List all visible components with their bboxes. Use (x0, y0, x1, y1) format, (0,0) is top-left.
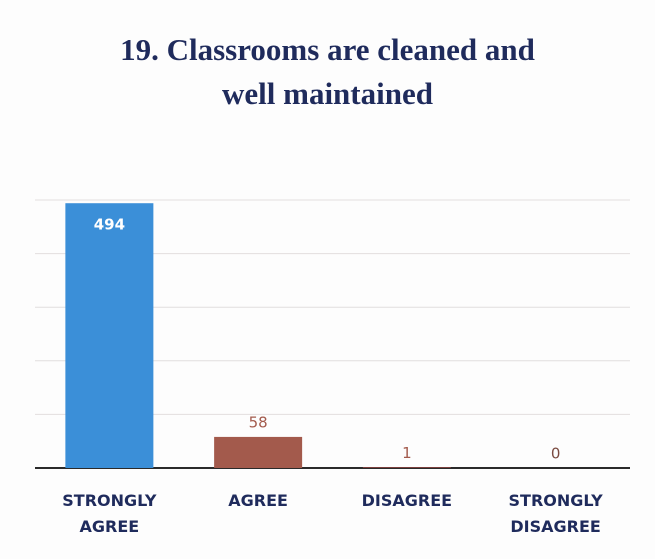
value-label: 1 (402, 444, 412, 462)
x-tick-label: STRONGLY AGREE (62, 491, 157, 536)
bar (214, 436, 303, 468)
x-tick-label: STRONGLY DISAGREE (508, 491, 603, 536)
bar (65, 203, 154, 468)
x-tick-label: DISAGREE (361, 491, 453, 510)
bar (362, 467, 451, 468)
value-label: 0 (551, 445, 561, 463)
x-tick-label: AGREE (228, 491, 288, 510)
value-label: 58 (249, 413, 268, 431)
chart-title: 19. Classrooms are cleaned and well main… (120, 32, 535, 111)
value-label: 494 (94, 216, 125, 234)
